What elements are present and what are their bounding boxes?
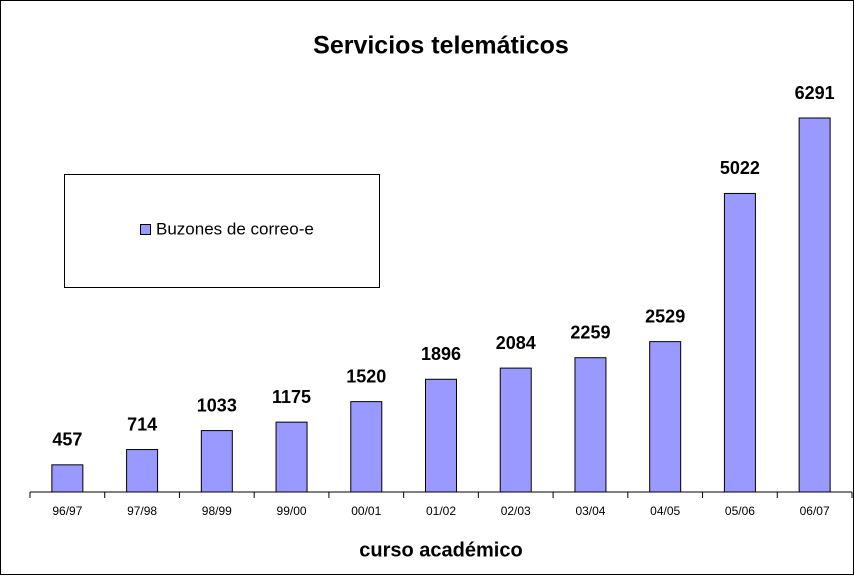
x-tick-label: 98/99	[202, 504, 232, 518]
chart-title: Servicios telemáticos	[313, 32, 569, 60]
data-label: 714	[127, 414, 157, 434]
data-label: 2529	[645, 306, 685, 326]
bar	[499, 367, 532, 493]
bar	[574, 357, 607, 493]
data-label: 457	[52, 430, 82, 450]
bar	[649, 341, 682, 493]
legend-swatch	[140, 224, 151, 235]
data-label: 2084	[496, 333, 536, 353]
x-tick-label: 99/00	[277, 504, 307, 518]
bar	[200, 430, 233, 493]
bar	[798, 117, 831, 493]
bar	[275, 421, 308, 493]
data-label: 6291	[795, 83, 835, 103]
x-axis-title: curso académico	[359, 539, 522, 561]
x-tick-label: 03/04	[575, 504, 605, 518]
data-label: 2259	[570, 322, 610, 342]
x-tick-label: 96/97	[52, 504, 82, 518]
bar	[723, 192, 756, 493]
bar	[425, 378, 457, 493]
data-label: 1520	[346, 366, 386, 386]
x-tick-label: 04/05	[650, 504, 680, 518]
bar	[126, 449, 159, 493]
data-label: 5022	[720, 158, 760, 178]
data-label: 1896	[421, 344, 461, 364]
bar	[350, 401, 383, 493]
legend-label: Buzones de correo-e	[156, 219, 314, 238]
x-tick-label: 05/06	[725, 504, 755, 518]
bar	[51, 464, 84, 493]
legend-box	[64, 174, 380, 288]
x-tick-label: 01/02	[426, 504, 456, 518]
x-tick-label: 00/01	[351, 504, 381, 518]
x-tick-label: 02/03	[501, 504, 531, 518]
x-tick-label: 06/07	[800, 504, 830, 518]
data-label: 1175	[272, 387, 311, 407]
x-tick-label: 97/98	[127, 504, 157, 518]
data-label: 1033	[197, 395, 237, 415]
